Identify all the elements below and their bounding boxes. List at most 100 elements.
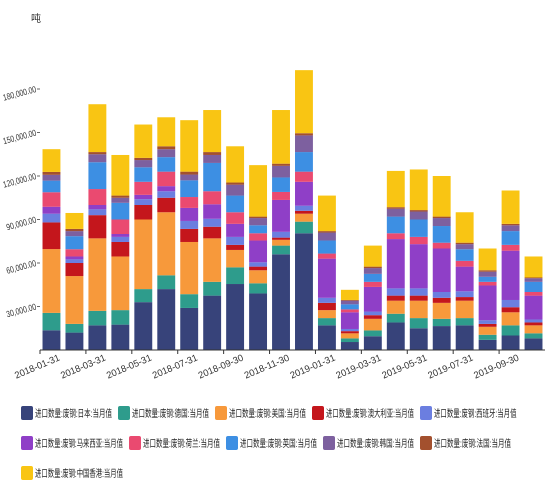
legend-item[interactable]: 进口数量:废钢:韩国:当月值 [323,436,414,450]
bar-segment[interactable] [295,221,313,234]
bar-segment[interactable] [317,253,336,259]
bar-segment[interactable] [157,197,176,213]
bar-segment[interactable] [157,117,176,147]
bar-segment[interactable] [111,219,130,235]
bar-segment[interactable] [203,218,222,227]
legend-item[interactable]: 进口数量:废钢:中国香港:当月值 [21,466,123,480]
bar-segment[interactable] [340,309,359,313]
bar-segment[interactable] [478,271,497,277]
bar-segment[interactable] [501,223,520,226]
bar-segment[interactable] [111,195,130,198]
bar-segment[interactable] [340,328,359,332]
bar-segment[interactable] [111,256,130,311]
bar-segment[interactable] [363,330,382,337]
bar-segment[interactable] [203,191,222,205]
bar-segment[interactable] [317,310,336,319]
legend-item[interactable]: 进口数量:废钢:马来西亚:当月值 [21,436,123,450]
bar-segment[interactable] [65,263,84,277]
bar-segment[interactable] [65,228,84,232]
bar-segment[interactable] [65,332,84,350]
bar-segment[interactable] [295,135,313,153]
legend-item[interactable]: 进口数量:废钢:美国:当月值 [215,406,306,420]
bar-segment[interactable] [386,300,405,314]
bar-segment[interactable] [363,311,382,316]
bar-segment[interactable] [88,209,107,216]
bar-segment[interactable] [249,233,268,241]
bar-segment[interactable] [432,218,451,227]
bar-segment[interactable] [455,242,474,245]
bar-segment[interactable] [409,219,428,237]
legend-item[interactable]: 进口数量:废钢:法国:当月值 [420,436,511,450]
bar-segment[interactable] [432,292,451,298]
bar-segment[interactable] [386,233,405,240]
bar-segment[interactable] [432,326,451,350]
bar-segment[interactable] [65,212,84,229]
bar-segment[interactable] [157,149,176,158]
bar-segment[interactable] [134,205,153,220]
bar-segment[interactable] [226,249,245,268]
bar-segment[interactable] [157,146,176,150]
bar-segment[interactable] [386,170,405,208]
bar-segment[interactable] [134,160,153,168]
bar-segment[interactable] [295,171,313,182]
bar-segment[interactable] [455,325,474,350]
bar-segment[interactable] [134,302,153,350]
bar-segment[interactable] [524,319,543,323]
bar-segment[interactable] [249,165,268,217]
bar-segment[interactable] [317,195,336,232]
bar-segment[interactable] [432,226,451,243]
bar-segment[interactable] [363,281,382,287]
bar-segment[interactable] [432,248,451,293]
bar-segment[interactable] [249,218,268,226]
bar-segment[interactable] [134,157,153,161]
bar-segment[interactable] [363,336,382,350]
bar-segment[interactable] [478,339,497,350]
bar-segment[interactable] [134,199,153,205]
bar-segment[interactable] [524,278,543,282]
bar-segment[interactable] [111,197,130,203]
bar-segment[interactable] [409,300,428,319]
bar-segment[interactable] [226,182,245,185]
bar-segment[interactable] [409,236,428,245]
bar-segment[interactable] [272,237,290,240]
bar-segment[interactable] [42,149,61,172]
bar-segment[interactable] [272,191,290,200]
bar-segment[interactable] [340,331,359,334]
bar-segment[interactable] [432,318,451,327]
bar-segment[interactable] [203,281,222,296]
bar-segment[interactable] [203,204,222,219]
bar-segment[interactable] [42,171,61,175]
bar-segment[interactable] [249,216,268,219]
bar-segment[interactable] [249,283,268,294]
bar-segment[interactable] [249,240,268,263]
bar-segment[interactable] [501,190,520,224]
bar-segment[interactable] [111,241,130,257]
bar-segment[interactable] [249,270,268,284]
bar-segment[interactable] [317,231,336,233]
bar-segment[interactable] [501,307,520,313]
bar-segment[interactable] [134,124,153,158]
bar-segment[interactable] [363,286,382,312]
bar-segment[interactable] [65,323,84,333]
bar-segment[interactable] [134,181,153,195]
bar-segment[interactable] [226,223,245,237]
bar-segment[interactable] [501,231,520,245]
bar-segment[interactable] [478,323,497,327]
bar-segment[interactable] [203,110,222,153]
bar-segment[interactable] [317,232,336,241]
bar-segment[interactable] [478,320,497,324]
bar-segment[interactable] [42,174,61,181]
bar-segment[interactable] [203,162,222,192]
bar-segment[interactable] [409,328,428,350]
bar-segment[interactable] [409,288,428,296]
bar-segment[interactable] [478,281,497,286]
bar-segment[interactable] [363,245,382,267]
bar-segment[interactable] [88,310,107,326]
legend-item[interactable]: 进口数量:废钢:澳大利亚:当月值 [312,406,414,420]
bar-segment[interactable] [180,228,199,242]
bar-segment[interactable] [157,157,176,172]
bar-segment[interactable] [386,208,405,217]
bar-segment[interactable] [455,249,474,261]
bar-segment[interactable] [134,167,153,182]
bar-segment[interactable] [111,236,130,242]
